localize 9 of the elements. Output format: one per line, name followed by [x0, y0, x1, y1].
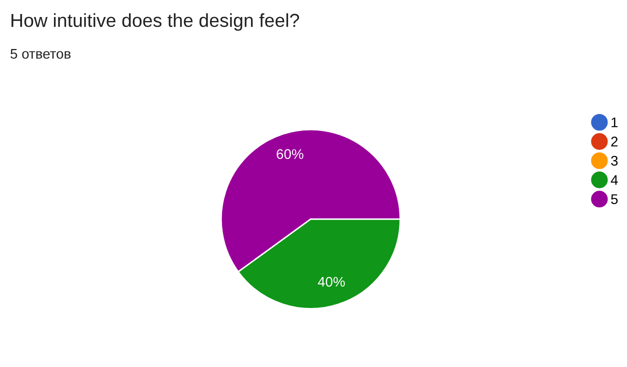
- legend-label: 2: [611, 136, 618, 146]
- legend-label: 1: [612, 118, 618, 128]
- data-label: 40%: [318, 276, 345, 287]
- data-label: 60%: [276, 149, 304, 159]
- legend-label: 3: [611, 156, 618, 166]
- text: 5 ответов: [10, 49, 71, 59]
- legend-label: 4: [610, 175, 618, 185]
- legend-label: 5: [611, 194, 618, 204]
- chart-title: How intuitive does the design feel?: [12, 13, 300, 31]
